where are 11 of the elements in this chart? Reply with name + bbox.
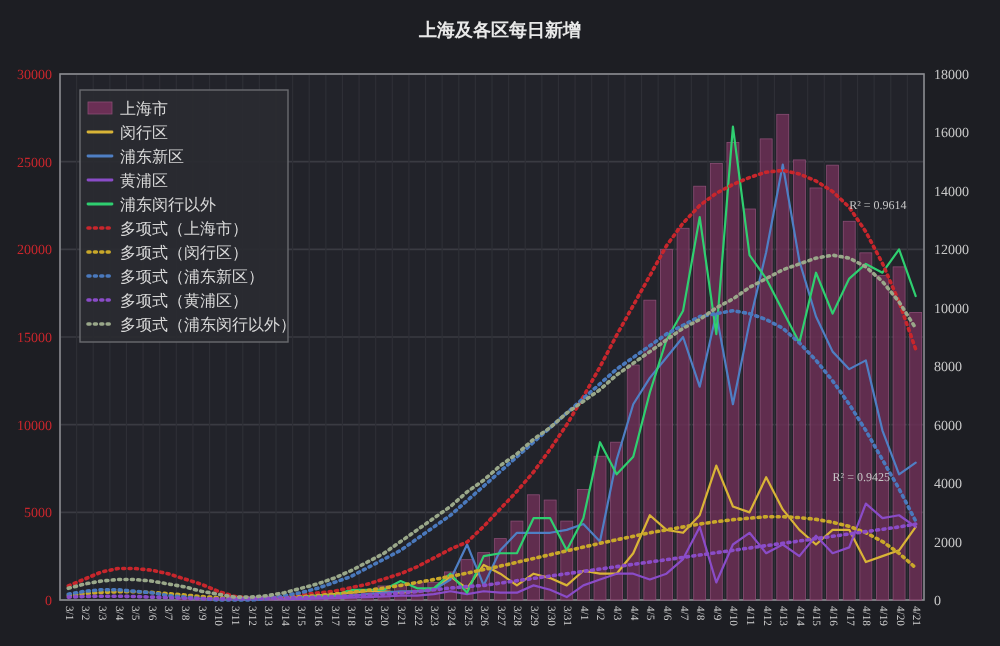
- legend-label: 多项式（黄浦区）: [120, 292, 248, 310]
- legend-label: 多项式（浦东闵行以外）: [120, 316, 296, 334]
- legend-label: 多项式（浦东新区）: [120, 268, 264, 286]
- legend-label: 闵行区: [120, 124, 168, 142]
- legend-label: 浦东闵行以外: [120, 196, 216, 214]
- legend-label: 黄浦区: [120, 172, 168, 190]
- legend-label: 多项式（闵行区）: [120, 244, 248, 262]
- legend-label: 浦东新区: [120, 148, 184, 166]
- legend-label: 上海市: [120, 100, 168, 118]
- legend-label: 多项式（上海市）: [120, 220, 248, 238]
- chart-title: 上海及各区每日新增: [417, 20, 581, 42]
